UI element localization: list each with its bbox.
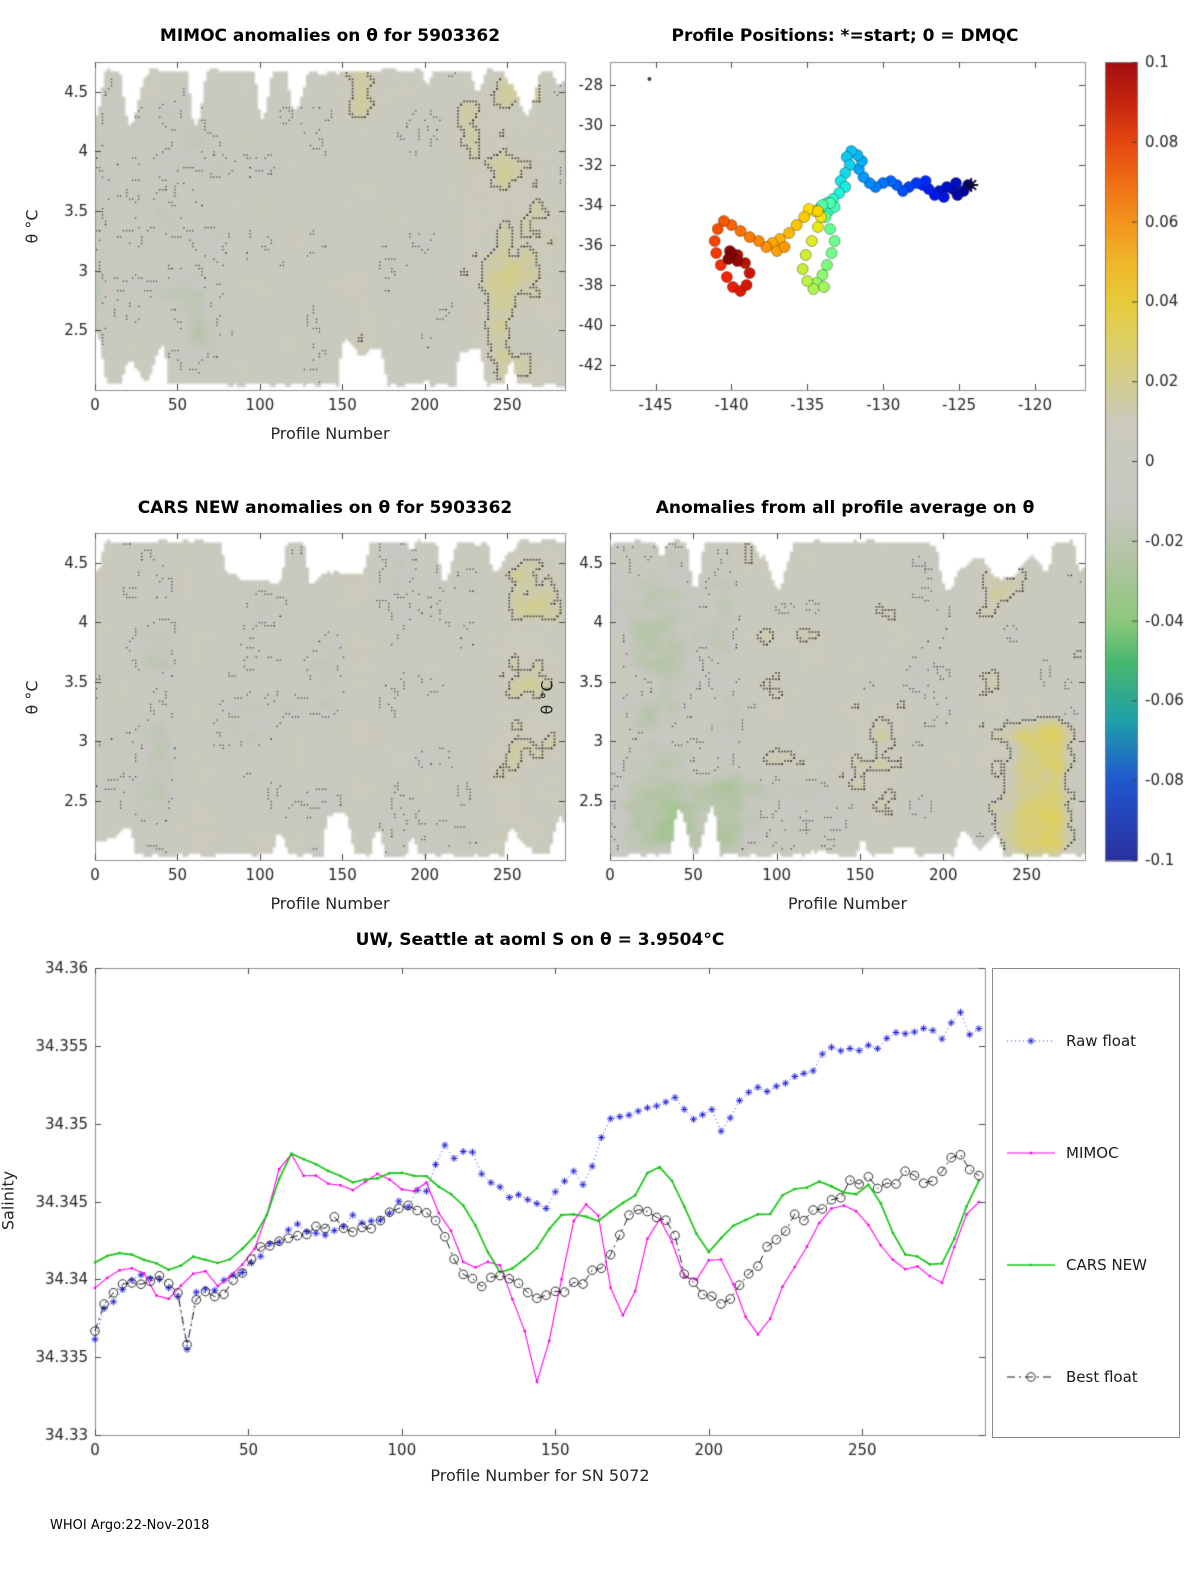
salinity-ylabel: Salinity [0, 1170, 18, 1231]
allprof-panel-title: Anomalies from all profile average on θ [655, 498, 1035, 518]
mimoc-ylabel: θ °C [22, 209, 42, 244]
raw-float-legend-sample [1005, 1033, 1057, 1049]
mimoc-legend-sample [1005, 1145, 1057, 1161]
legend-entry-raw-float: Raw float [1005, 1031, 1136, 1051]
cars-new-legend-sample [1005, 1257, 1057, 1273]
salinity-xlabel: Profile Number for SN 5072 [430, 1466, 650, 1485]
cars-ylabel: θ °C [22, 680, 42, 715]
mimoc-anomalies-plot [40, 48, 580, 428]
raw-float-legend-label: Raw float [1066, 1032, 1137, 1050]
legend-entry-cars-new: CARS NEW [1005, 1255, 1147, 1275]
footer-text: WHOI Argo:22-Nov-2018 [50, 1518, 210, 1533]
allprof-ylabel: θ °C [537, 680, 557, 715]
profile-positions-plot [560, 48, 1105, 428]
legend-box: Raw float MIMOC CARS NEW Best float [992, 968, 1180, 1438]
salinity-comparison-plot [15, 948, 995, 1463]
mimoc-legend-label: MIMOC [1066, 1144, 1119, 1162]
cars-new-legend-label: CARS NEW [1066, 1256, 1147, 1274]
best-float-legend-label: Best float [1066, 1368, 1138, 1386]
cars-xlabel: Profile Number [270, 894, 390, 913]
cars-anomalies-plot [40, 518, 580, 894]
salinity-panel-title: UW, Seattle at aoml S on θ = 3.9504°C [355, 930, 725, 950]
colorbar [1090, 40, 1200, 880]
legend-entry-best-float: Best float [1005, 1367, 1138, 1387]
allprofile-anomalies-plot [560, 518, 1105, 894]
best-float-legend-sample [1005, 1369, 1057, 1385]
cars-panel-title: CARS NEW anomalies on θ for 5903362 [137, 498, 513, 518]
legend-entry-mimoc: MIMOC [1005, 1143, 1119, 1163]
allprof-xlabel: Profile Number [787, 894, 908, 913]
map-panel-title: Profile Positions: *=start; 0 = DMQC [671, 26, 1019, 46]
mimoc-xlabel: Profile Number [270, 424, 390, 443]
mimoc-panel-title: MIMOC anomalies on θ for 5903362 [159, 26, 501, 46]
